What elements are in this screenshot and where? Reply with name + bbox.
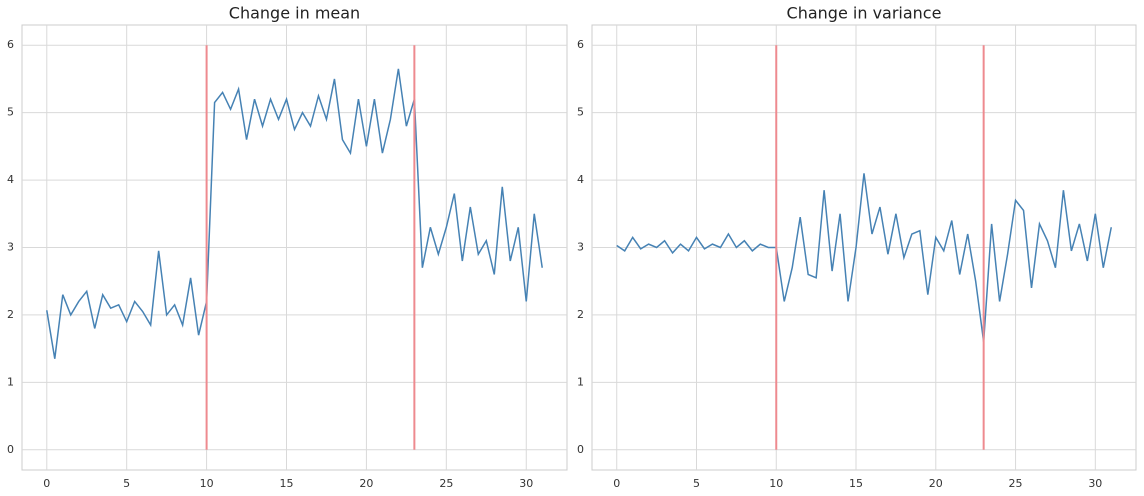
y-tick-label: 6 [7,38,14,51]
y-tick-label: 6 [577,38,584,51]
y-tick-label: 4 [7,173,14,186]
y-tick-label: 3 [7,241,14,254]
x-tick-label: 0 [613,477,620,490]
x-tick-label: 30 [519,477,533,490]
x-tick-label: 25 [439,477,453,490]
y-tick-label: 1 [7,375,14,388]
x-tick-label: 10 [200,477,214,490]
data-line [46,68,543,359]
y-tick-label: 2 [577,308,584,321]
x-tick-label: 5 [123,477,130,490]
x-tick-label: 0 [43,477,50,490]
y-tick-label: 2 [7,308,14,321]
y-tick-label: 0 [577,443,584,456]
x-tick-label: 15 [849,477,863,490]
x-tick-label: 30 [1088,477,1102,490]
chart-title: Change in variance [787,4,942,23]
x-tick-label: 20 [359,477,373,490]
x-tick-label: 5 [693,477,700,490]
y-tick-label: 5 [577,106,584,119]
x-tick-label: 20 [929,477,943,490]
chart-title: Change in mean [229,4,360,23]
y-tick-label: 1 [577,375,584,388]
y-tick-label: 4 [577,173,584,186]
x-tick-label: 15 [280,477,294,490]
y-tick-label: 3 [577,241,584,254]
x-tick-label: 10 [769,477,783,490]
y-tick-label: 0 [7,443,14,456]
y-tick-label: 5 [7,106,14,119]
data-line [616,173,1113,342]
x-tick-label: 25 [1009,477,1023,490]
